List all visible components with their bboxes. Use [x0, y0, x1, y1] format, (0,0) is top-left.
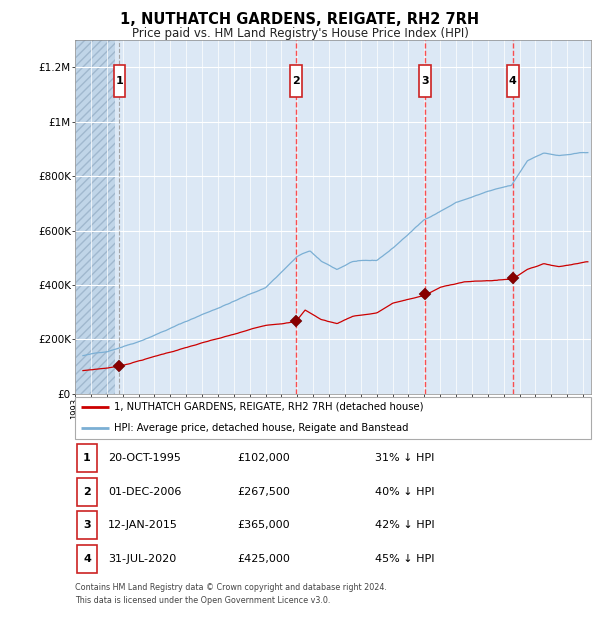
Text: 4: 4 [83, 554, 91, 564]
Text: 2: 2 [292, 76, 300, 86]
FancyBboxPatch shape [507, 66, 519, 97]
Text: £102,000: £102,000 [237, 453, 290, 463]
Text: 1: 1 [83, 453, 91, 463]
Bar [77, 511, 97, 539]
Bar [77, 477, 97, 506]
Text: 1: 1 [116, 76, 124, 86]
Text: £365,000: £365,000 [237, 520, 290, 530]
Text: 31-JUL-2020: 31-JUL-2020 [108, 554, 176, 564]
Text: 12-JAN-2015: 12-JAN-2015 [108, 520, 178, 530]
Text: 20-OCT-1995: 20-OCT-1995 [108, 453, 181, 463]
Text: 4: 4 [509, 76, 517, 86]
Text: 45% ↓ HPI: 45% ↓ HPI [375, 554, 434, 564]
Text: 31% ↓ HPI: 31% ↓ HPI [375, 453, 434, 463]
Text: 2: 2 [83, 487, 91, 497]
FancyBboxPatch shape [419, 66, 431, 97]
Bar [77, 544, 97, 573]
Text: HPI: Average price, detached house, Reigate and Banstead: HPI: Average price, detached house, Reig… [114, 423, 408, 433]
Bar [75, 40, 115, 394]
Bar [77, 444, 97, 472]
FancyBboxPatch shape [113, 66, 125, 97]
Text: Contains HM Land Registry data © Crown copyright and database right 2024.: Contains HM Land Registry data © Crown c… [75, 583, 387, 592]
Text: Price paid vs. HM Land Registry's House Price Index (HPI): Price paid vs. HM Land Registry's House … [131, 27, 469, 40]
Text: 42% ↓ HPI: 42% ↓ HPI [375, 520, 434, 530]
Text: 1, NUTHATCH GARDENS, REIGATE, RH2 7RH (detached house): 1, NUTHATCH GARDENS, REIGATE, RH2 7RH (d… [114, 402, 423, 412]
Text: £425,000: £425,000 [237, 554, 290, 564]
Text: 01-DEC-2006: 01-DEC-2006 [108, 487, 181, 497]
Text: 3: 3 [83, 520, 91, 530]
Text: 40% ↓ HPI: 40% ↓ HPI [375, 487, 434, 497]
Text: 1, NUTHATCH GARDENS, REIGATE, RH2 7RH: 1, NUTHATCH GARDENS, REIGATE, RH2 7RH [121, 12, 479, 27]
Text: 3: 3 [421, 76, 429, 86]
Text: £267,500: £267,500 [237, 487, 290, 497]
Text: This data is licensed under the Open Government Licence v3.0.: This data is licensed under the Open Gov… [75, 596, 331, 606]
FancyBboxPatch shape [290, 66, 302, 97]
